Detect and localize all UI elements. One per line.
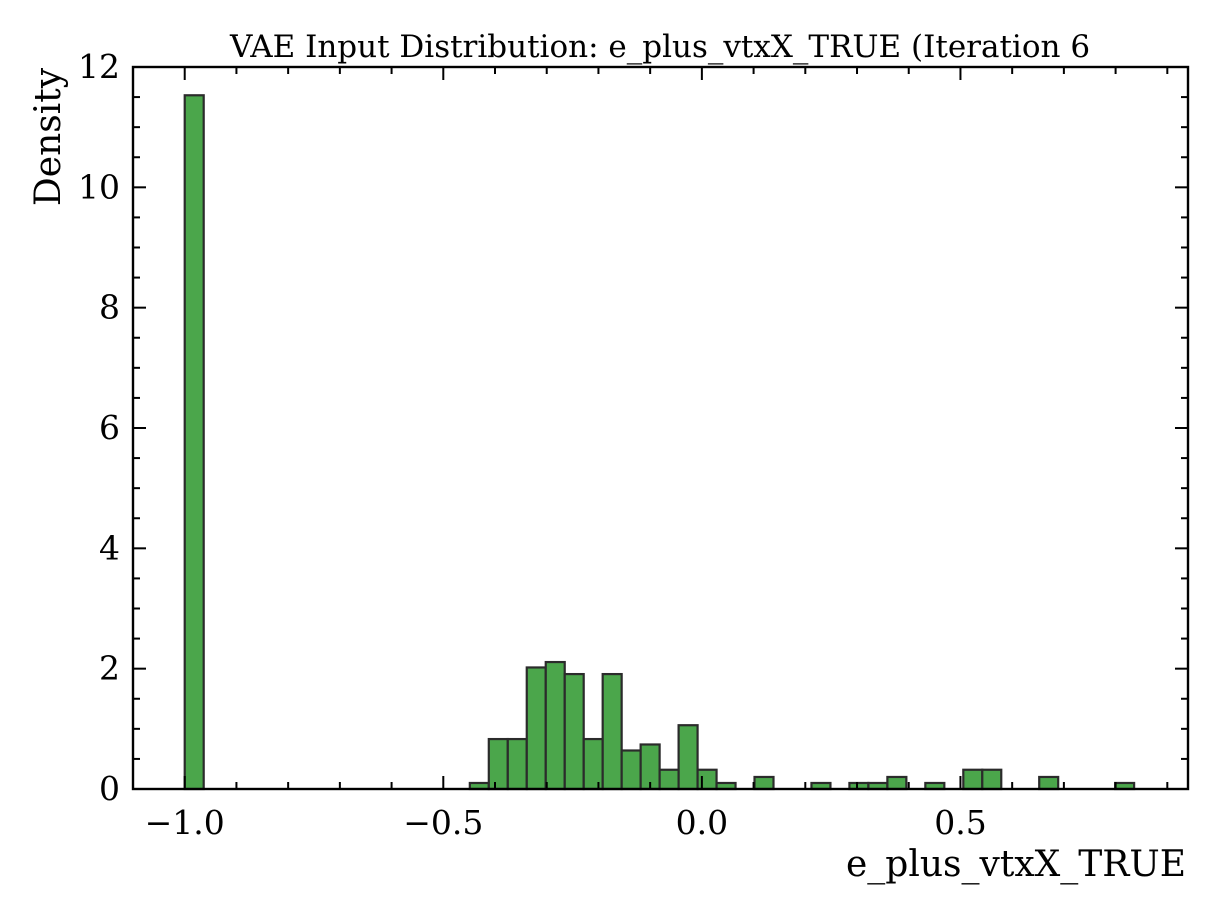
x-tick-label: −0.5 (403, 803, 483, 842)
histogram-bar-12 (677, 724, 699, 791)
x-tick-label: 0.0 (676, 803, 728, 842)
histogram-bar-23 (886, 775, 908, 791)
histogram-bar-2 (487, 737, 509, 791)
x-axis-label: e_plus_vtxX_TRUE (846, 844, 1186, 885)
chart-title: VAE Input Distribution: e_plus_vtxX_TRUE… (229, 29, 1090, 65)
x-tick-label: 0.5 (934, 803, 986, 842)
ticks-group (132, 66, 1188, 790)
plot-frame (131, 65, 1190, 791)
histogram-bar-9 (620, 749, 642, 791)
tick-labels-group: −1.0 −0.5 0.0 0.5 0 2 4 6 8 10 12 (78, 47, 987, 842)
histogram-bar-16 (753, 775, 775, 791)
y-tick-label: 10 (78, 167, 120, 206)
histogram-bar-0 (183, 94, 205, 791)
histogram-bar-8 (601, 672, 623, 791)
histogram-bar-11 (658, 768, 680, 791)
histogram-bar-4 (525, 666, 547, 791)
y-tick-label: 4 (99, 528, 120, 567)
histogram-bar-7 (582, 737, 604, 791)
y-tick-label: 0 (99, 769, 120, 808)
y-axis-label: Density (28, 67, 69, 206)
y-tick-label: 8 (99, 288, 120, 327)
histogram-bar-31 (1038, 775, 1060, 791)
x-tick-label: −1.0 (145, 803, 225, 842)
histogram-bar-3 (506, 737, 528, 791)
histogram-bar-13 (696, 768, 718, 791)
histogram-bar-27 (962, 768, 984, 791)
y-tick-label: 2 (99, 649, 120, 688)
histogram-bar-5 (544, 660, 566, 791)
histogram-bar-28 (981, 768, 1003, 791)
y-tick-label: 6 (99, 408, 120, 447)
histogram-bar-6 (563, 672, 585, 791)
bars-group (183, 94, 1136, 791)
y-tick-label: 12 (78, 47, 120, 86)
